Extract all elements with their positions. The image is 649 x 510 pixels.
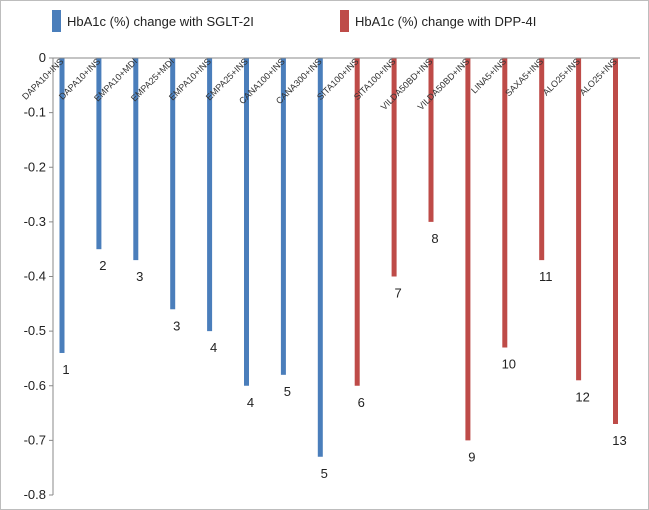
legend-swatch-2: [340, 10, 349, 32]
axes-group: 0 -0.1 -0.2 -0.3 -0.4 -0.5 -0.6 -0.7 -0.8: [24, 50, 640, 502]
bar: [317, 58, 323, 457]
data-label: 6: [358, 395, 365, 410]
legend: HbA1c (%) change with SGLT-2I HbA1c (%) c…: [52, 10, 536, 32]
bars-group: [59, 58, 618, 457]
bar: [576, 58, 582, 381]
bar: [539, 58, 545, 261]
bar: [133, 58, 139, 261]
data-label: 4: [247, 395, 254, 410]
data-label: 1: [62, 362, 69, 377]
data-label: 2: [99, 258, 106, 273]
bar: [59, 58, 65, 353]
legend-label-1: HbA1c (%) change with SGLT-2I: [67, 14, 254, 29]
data-label: 12: [575, 389, 589, 404]
data-label: 7: [394, 286, 401, 301]
data-label: 3: [173, 318, 180, 333]
y-tick-label: -0.5: [24, 323, 46, 338]
data-label: 11: [539, 269, 553, 284]
legend-label-2: HbA1c (%) change with DPP-4I: [355, 14, 536, 29]
data-label: 3: [136, 269, 143, 284]
data-label: 8: [431, 231, 438, 246]
bar: [502, 58, 508, 348]
bar: [96, 58, 102, 250]
bar: [207, 58, 213, 332]
bar: [280, 58, 286, 375]
data-label: 5: [321, 466, 328, 481]
y-tick-label: -0.8: [24, 487, 46, 502]
bar: [244, 58, 249, 386]
y-tick-label: -0.2: [24, 159, 46, 174]
data-label: 10: [502, 357, 516, 372]
y-tick-label: -0.4: [24, 269, 46, 284]
y-tick-label: -0.1: [24, 105, 46, 120]
data-label: 9: [468, 449, 475, 464]
bar: [428, 58, 434, 222]
y-tick-label: -0.3: [24, 214, 46, 229]
bar: [170, 58, 176, 310]
bar: [613, 58, 618, 424]
y-tick-label: -0.7: [24, 432, 46, 447]
data-label: 13: [612, 433, 626, 448]
data-label: 4: [210, 340, 217, 355]
y-tick-label: 0: [39, 50, 46, 65]
bar: [465, 58, 471, 441]
bar: [354, 58, 360, 386]
y-tick-label: -0.6: [24, 378, 46, 393]
data-label: 5: [284, 384, 291, 399]
legend-swatch-1: [52, 10, 61, 32]
bar: [391, 58, 397, 277]
